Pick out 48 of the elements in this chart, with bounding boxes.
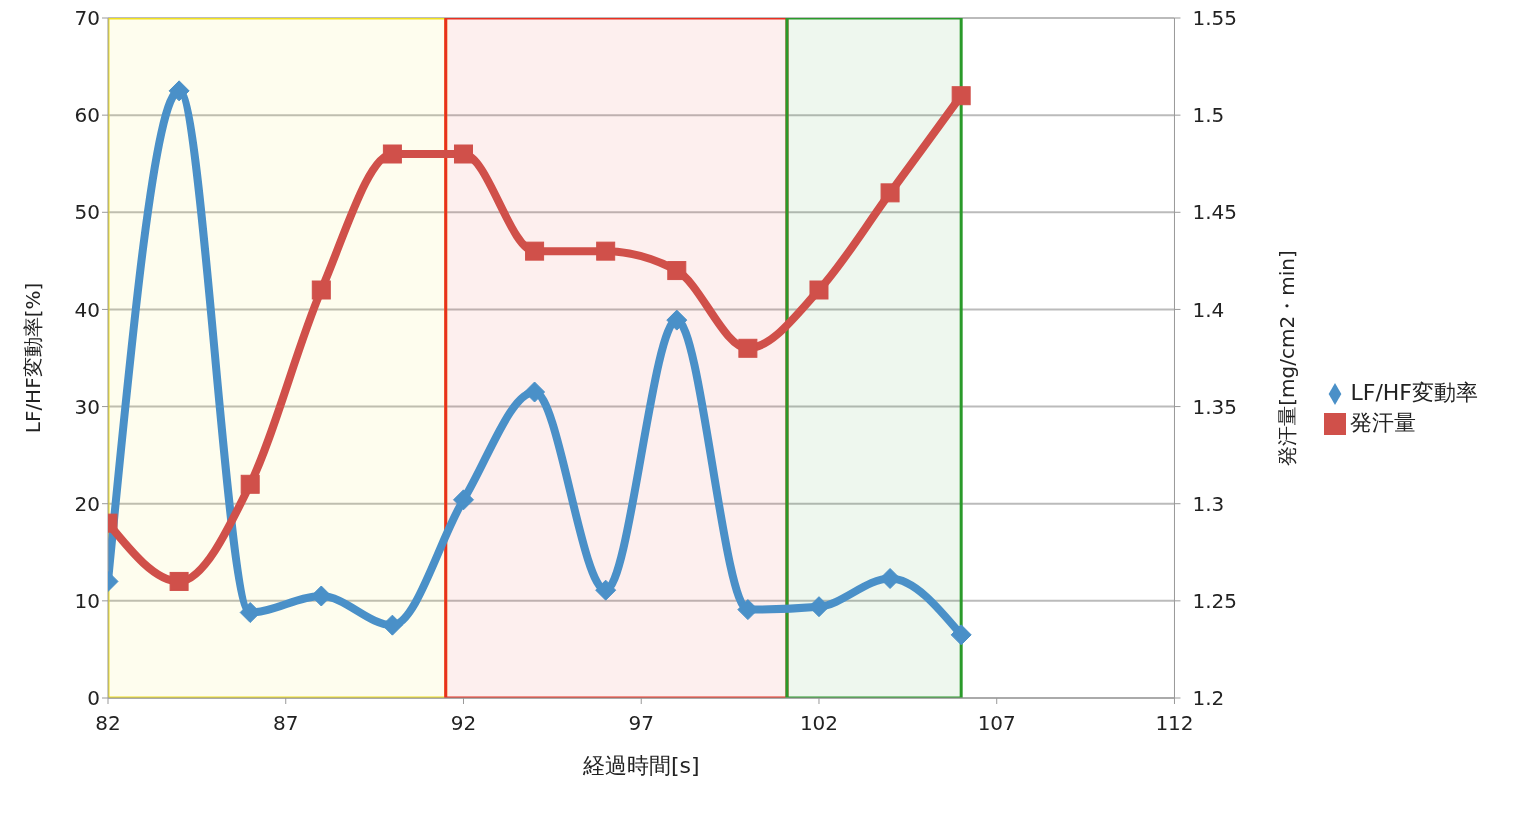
point <box>453 144 473 164</box>
y2-tick-label: 1.4 <box>1192 297 1225 322</box>
x-tick-label: 97 <box>628 711 654 736</box>
point <box>950 624 972 646</box>
y2-tick-label: 1.25 <box>1192 588 1237 613</box>
point <box>667 261 687 281</box>
x-tick-label: 102 <box>799 711 839 736</box>
y2-tick-label: 1.35 <box>1192 394 1237 419</box>
point <box>880 183 900 203</box>
point <box>168 80 190 102</box>
y-tick-label: 20 <box>74 491 100 516</box>
point <box>382 144 402 164</box>
point <box>311 280 331 300</box>
y-axis-title: LF/HF変動率[%] <box>21 282 46 434</box>
point <box>951 86 971 106</box>
y-tick-label: 70 <box>74 6 100 31</box>
legend-label: 発汗量 <box>1350 410 1417 435</box>
point <box>809 280 829 300</box>
y2-axis-title: 発汗量[mg/cm2・min] <box>1274 250 1299 466</box>
x-tick-label: 92 <box>450 711 477 736</box>
x-tick-label: 87 <box>273 711 299 736</box>
point <box>738 338 758 358</box>
point <box>595 579 617 601</box>
point <box>524 381 546 403</box>
legend-label: LF/HF変動率 <box>1350 380 1478 405</box>
y2-tick-label: 1.45 <box>1192 200 1237 225</box>
point <box>879 568 901 590</box>
point <box>525 241 545 261</box>
y2-tick-label: 1.5 <box>1192 103 1225 128</box>
y2-tick-label: 1.2 <box>1192 686 1225 711</box>
y2-tick-label: 1.3 <box>1192 491 1225 516</box>
point <box>666 309 688 331</box>
point <box>808 596 830 618</box>
y-tick-label: 30 <box>74 394 100 419</box>
point <box>452 489 474 511</box>
y2-tick-label: 1.55 <box>1192 6 1237 31</box>
y-tick-label: 50 <box>74 200 100 225</box>
y-tick-label: 10 <box>74 588 100 613</box>
point <box>169 571 189 591</box>
y-tick-label: 40 <box>74 297 100 322</box>
x-tick-label: 112 <box>1155 711 1194 736</box>
x-tick-label: 82 <box>95 711 121 736</box>
y-tick-label: 60 <box>74 103 100 128</box>
y-tick-label: 0 <box>87 686 100 711</box>
point <box>596 241 616 261</box>
x-tick-label: 107 <box>977 711 1016 736</box>
point <box>240 474 260 494</box>
x-axis-title: 経過時間[s] <box>581 753 700 778</box>
